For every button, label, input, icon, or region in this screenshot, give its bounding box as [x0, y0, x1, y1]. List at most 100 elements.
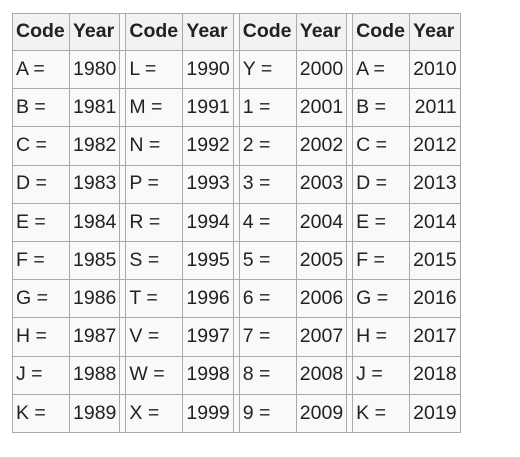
year-cell: 2012 [410, 127, 460, 165]
code-cell: A = [353, 51, 410, 89]
code-cell: K = [13, 394, 69, 432]
year-code-table-wrapper: Code Year Code Year Code Year Code Year … [12, 13, 461, 433]
column-separator [120, 318, 126, 356]
code-cell: S = [126, 241, 183, 280]
column-separator [233, 127, 239, 165]
code-cell: F = [13, 241, 69, 280]
code-cell: N = [126, 127, 183, 165]
code-cell: P = [126, 165, 183, 203]
code-cell: 3 = [239, 165, 296, 203]
year-cell: 2002 [296, 127, 347, 165]
year-cell: 2010 [410, 51, 460, 89]
table-row: C = 1982 N = 1992 2 = 2002 C = 2012 [13, 127, 460, 165]
column-separator [347, 203, 353, 241]
column-separator [120, 14, 126, 50]
code-cell: X = [126, 394, 183, 432]
code-cell: E = [13, 203, 69, 241]
column-separator [233, 51, 239, 89]
table-row: E = 1984 R = 1994 4 = 2004 E = 2014 [13, 203, 460, 241]
column-separator [120, 356, 126, 394]
year-cell: 1987 [70, 318, 120, 356]
code-cell: 7 = [239, 318, 296, 356]
code-cell: T = [126, 280, 183, 318]
code-cell: R = [126, 203, 183, 241]
column-separator [347, 89, 353, 127]
column-separator [347, 51, 353, 89]
year-cell: 1990 [183, 51, 233, 89]
header-code: Code [239, 14, 296, 50]
code-cell: F = [353, 241, 410, 280]
year-cell: 2004 [296, 203, 347, 241]
header-year: Year [70, 14, 120, 50]
code-cell: H = [353, 318, 410, 356]
year-cell: 1983 [70, 165, 120, 203]
table-row: F = 1985 S = 1995 5 = 2005 F = 2015 [13, 241, 460, 280]
column-separator [233, 89, 239, 127]
header-code: Code [353, 14, 410, 50]
code-cell: J = [13, 356, 69, 394]
header-code: Code [13, 14, 69, 50]
code-cell: V = [126, 318, 183, 356]
column-separator [347, 14, 353, 50]
column-separator [233, 165, 239, 203]
code-cell: A = [13, 51, 69, 89]
column-separator [120, 127, 126, 165]
code-cell: 6 = [239, 280, 296, 318]
year-cell: 2006 [296, 280, 347, 318]
code-cell: K = [353, 394, 410, 432]
column-separator [120, 51, 126, 89]
year-cell: 1997 [183, 318, 233, 356]
year-cell: 2005 [296, 241, 347, 280]
code-cell: D = [353, 165, 410, 203]
column-separator [233, 318, 239, 356]
year-cell: 2009 [296, 394, 347, 432]
year-cell: 2017 [410, 318, 460, 356]
year-cell: 1986 [70, 280, 120, 318]
code-cell: D = [13, 165, 69, 203]
code-cell: 8 = [239, 356, 296, 394]
code-cell: 4 = [239, 203, 296, 241]
column-separator [120, 280, 126, 318]
code-cell: B = [353, 89, 410, 127]
table-row: K = 1989 X = 1999 9 = 2009 K = 2019 [13, 394, 460, 432]
column-separator [347, 318, 353, 356]
year-cell: 2016 [410, 280, 460, 318]
code-cell: C = [353, 127, 410, 165]
table-row: B = 1981 M = 1991 1 = 2001 B = 2011 [13, 89, 460, 127]
year-cell: 2008 [296, 356, 347, 394]
code-cell: 5 = [239, 241, 296, 280]
year-cell: 2018 [410, 356, 460, 394]
year-cell: 1980 [70, 51, 120, 89]
column-separator [120, 394, 126, 432]
column-separator [120, 165, 126, 203]
year-cell: 1998 [183, 356, 233, 394]
code-cell: W = [126, 356, 183, 394]
column-separator [347, 280, 353, 318]
code-cell: G = [353, 280, 410, 318]
year-cell: 1999 [183, 394, 233, 432]
column-separator [347, 356, 353, 394]
column-separator [233, 394, 239, 432]
header-year: Year [410, 14, 460, 50]
year-cell: 2007 [296, 318, 347, 356]
code-cell: G = [13, 280, 69, 318]
code-cell: C = [13, 127, 69, 165]
header-row: Code Year Code Year Code Year Code Year [13, 14, 460, 50]
code-cell: 1 = [239, 89, 296, 127]
year-code-table: Code Year Code Year Code Year Code Year … [12, 13, 461, 433]
year-cell: 1989 [70, 394, 120, 432]
year-cell: 2015 [410, 241, 460, 280]
year-cell: 1995 [183, 241, 233, 280]
column-separator [233, 203, 239, 241]
column-separator [347, 165, 353, 203]
year-cell: 2014 [410, 203, 460, 241]
code-cell: 2 = [239, 127, 296, 165]
column-separator [120, 241, 126, 280]
year-cell: 2013 [410, 165, 460, 203]
column-separator [233, 14, 239, 50]
table-row: D = 1983 P = 1993 3 = 2003 D = 2013 [13, 165, 460, 203]
year-cell: 2003 [296, 165, 347, 203]
year-cell: 1982 [70, 127, 120, 165]
year-cell: 2000 [296, 51, 347, 89]
year-cell: 2001 [296, 89, 347, 127]
